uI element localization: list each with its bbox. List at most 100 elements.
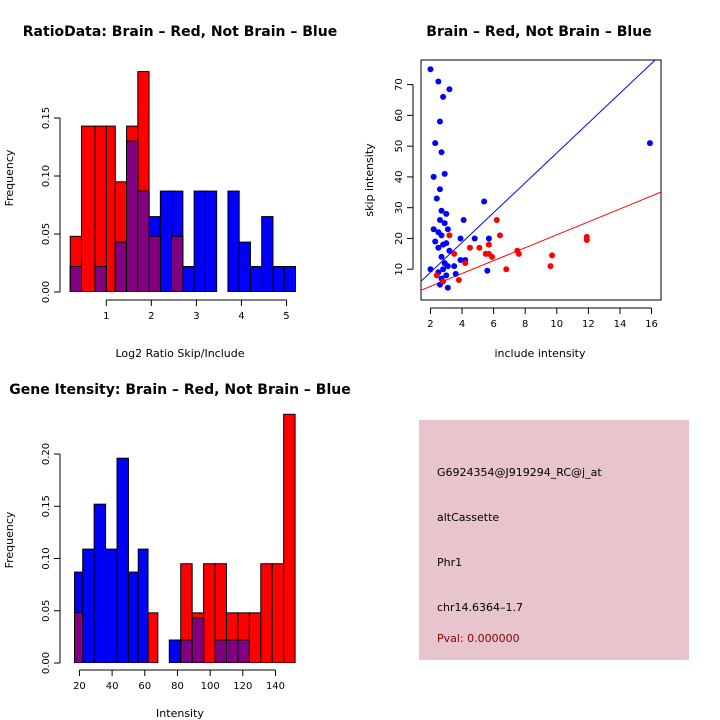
not-brain-point	[481, 198, 488, 205]
not-brain-point	[436, 118, 443, 125]
intensity-hist-overlap-bar	[225, 639, 239, 663]
intensity-hist-brain-bar	[260, 563, 273, 663]
intensity-hist-not-brain-bar	[137, 548, 149, 663]
brain-point	[503, 266, 510, 273]
p-value: Pval: 0.000000	[437, 632, 520, 645]
brain-point	[451, 250, 458, 257]
ratio-hist-x-tick-label: 4	[238, 311, 244, 322]
ratio-hist-overlap-bar	[69, 265, 83, 292]
scatter-x-tick-label: 6	[490, 319, 496, 330]
not-brain-point	[435, 78, 442, 85]
not-brain-point	[438, 253, 445, 260]
scatter-y-tick-label: 50	[394, 140, 405, 153]
scatter-y-tick-label: 30	[394, 201, 405, 214]
brain-point	[440, 278, 447, 285]
intensity-hist-xlabel: Intensity	[156, 707, 204, 720]
probe-id: G6924354@J919294_RC@j_at	[437, 466, 602, 479]
not-brain-point	[485, 235, 492, 242]
scatter-x-tick-label: 2	[427, 319, 433, 330]
ratio-hist-overlap-bar	[94, 265, 107, 292]
intensity-hist-brain-bar	[248, 612, 262, 663]
scatter-y-tick-label: 20	[394, 232, 405, 245]
not-brain-point	[443, 240, 450, 247]
intensity-hist-x-tick-label: 140	[266, 681, 285, 692]
intensity-hist-brain-bar	[203, 563, 216, 663]
intensity-hist-x-tick-label: 40	[106, 681, 119, 692]
not-brain-point	[430, 173, 437, 180]
scatter-y-tick-label: 60	[394, 109, 405, 122]
intensity-hist-not-brain-bar	[168, 639, 182, 663]
ratio-hist-not-brain-bar	[261, 216, 274, 292]
ratio-hist-not-brain-bar	[272, 265, 285, 292]
intensity-hist-brain-bar	[147, 612, 159, 663]
scatter-title: Brain – Red, Not Brain – Blue	[426, 24, 651, 40]
scatter-x-tick-label: 8	[522, 319, 528, 330]
ratio-hist-not-brain-bar	[159, 190, 173, 292]
ratio-hist-overlap-bar	[114, 241, 128, 292]
ratio-hist-overlap-bar	[171, 235, 184, 292]
not-brain-point	[446, 86, 453, 93]
intensity-hist-title: Gene Itensity: Brain – Red, Not Brain – …	[9, 382, 351, 398]
ratio-hist-not-brain-bar	[238, 241, 251, 292]
not-brain-point	[444, 284, 451, 291]
not-brain-point	[441, 170, 448, 177]
brain-point	[515, 250, 522, 257]
scatter-x-tick-label: 12	[582, 319, 595, 330]
intensity-hist-y-tick-label: 0.00	[41, 652, 52, 674]
brain-point	[493, 217, 500, 223]
not-brain-point	[443, 210, 450, 217]
gene-name: Phr1	[437, 556, 463, 569]
scatter-y-tick-label: 10	[394, 263, 405, 276]
intensity-hist-overlap-bar	[237, 639, 250, 663]
not-brain-point	[451, 263, 458, 270]
not-brain-point	[440, 93, 447, 100]
not-brain-point	[427, 266, 434, 273]
brain-point	[549, 252, 556, 259]
scatter-x-tick-label: 16	[645, 319, 658, 330]
not-brain-point	[452, 270, 459, 277]
intensity-hist-x-tick-label: 80	[171, 681, 184, 692]
intensity-hist-not-brain-bar	[105, 548, 118, 663]
ratio-hist-not-brain-bar	[249, 265, 263, 292]
ratio-hist-ylabel: Frequency	[3, 149, 16, 206]
brain-point	[462, 260, 469, 267]
intensity-hist-y-tick-label: 0.15	[41, 495, 52, 517]
genomic-location: chr14.6364–1.7	[437, 601, 524, 614]
intensity-hist-x-tick-label: 20	[73, 681, 86, 692]
not-brain-point	[433, 195, 440, 202]
brain-point	[496, 232, 503, 239]
intensity-hist-x-tick-label: 100	[201, 681, 220, 692]
ratio-hist-x-tick-label: 1	[103, 311, 109, 322]
not-brain-point	[444, 263, 451, 270]
ratio-hist-y-tick-label: 0.00	[41, 281, 52, 303]
ratio-hist-x-tick-label: 3	[193, 311, 199, 322]
intensity-hist-brain-bar	[271, 563, 285, 663]
intensity-hist-y-tick-label: 0.05	[41, 600, 52, 622]
not-brain-point	[436, 186, 443, 193]
ratio-hist-not-brain-bar	[182, 265, 195, 292]
ratio-hist-y-tick-label: 0.10	[41, 165, 52, 187]
intensity-hist-y-tick-label: 0.20	[41, 443, 52, 465]
brain-point	[433, 272, 440, 279]
ratio-hist-overlap-bar	[137, 190, 150, 292]
scatter-xlabel: include intensity	[494, 347, 586, 360]
ratio-hist-xlabel: Log2 Ratio Skip/Include	[115, 347, 244, 360]
scatter-y-tick-label: 40	[394, 171, 405, 184]
skip-include-scatter: Brain – Red, Not Brain – Blue 2 4 6 8 10 12 14…	[363, 24, 662, 360]
brain-point	[485, 241, 492, 248]
intensity-hist-overlap-bar	[74, 612, 84, 663]
intensity-hist-overlap-bar	[214, 639, 227, 663]
ratio-hist-y-tick-label: 0.05	[41, 223, 52, 245]
brain-point	[547, 263, 554, 270]
brain-point	[455, 277, 462, 283]
not-brain-point	[457, 257, 464, 263]
ratio-histogram: RatioData: Brain – Red, Not Brain – Blue…	[3, 24, 337, 360]
ratio-hist-not-brain-bar	[193, 190, 206, 292]
scatter-y-tick-label: 70	[394, 78, 405, 91]
not-brain-point	[460, 217, 467, 223]
ratio-hist-x-tick-label: 2	[148, 311, 154, 322]
ratio-hist-y-tick-label: 0.15	[41, 107, 52, 129]
ratio-hist-not-brain-bar	[283, 265, 296, 292]
not-brain-point	[471, 235, 478, 242]
scatter-plot-frame	[420, 59, 662, 301]
